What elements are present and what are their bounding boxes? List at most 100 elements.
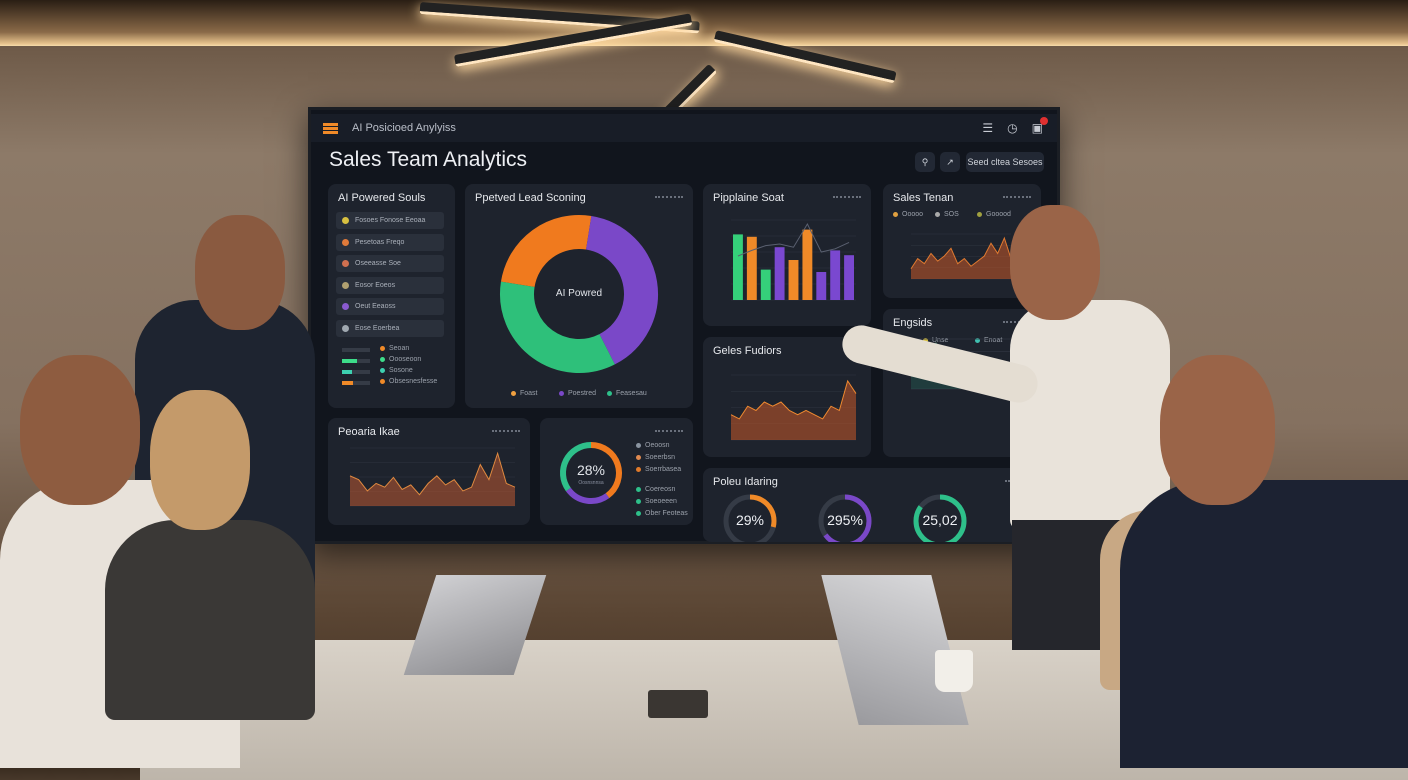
- source-item[interactable]: Pesetoas Freqo: [336, 233, 444, 251]
- seated-man-right-head: [1160, 355, 1275, 505]
- legend-label: Unse: [932, 337, 949, 344]
- donut-slice: [585, 215, 658, 365]
- bar: [844, 255, 854, 300]
- bar: [830, 250, 841, 300]
- sales-radios-card: Geles Fudiors: [703, 337, 871, 457]
- source-item[interactable]: Fosoes Fonose Eeoaa: [336, 212, 444, 229]
- legend-dot: [380, 379, 385, 384]
- donut-slice: [560, 442, 592, 492]
- standing-man-left-head: [195, 215, 285, 330]
- card-title: AI Powered Souls: [338, 192, 426, 204]
- legend-dot: [636, 443, 641, 448]
- peoaria-card: Peoaria Ikae: [328, 418, 530, 525]
- legend-label: Oeoosn: [645, 442, 670, 449]
- gauge-card: Poleu Idaring 29% 295% 25,02 328: [703, 468, 1043, 542]
- menu-icon[interactable]: [323, 122, 338, 134]
- percentage-donut-card: 28% Oosnsnnsa Oeoosn Soeerbsn Soerrbasea Co…: [540, 418, 693, 525]
- legend-item: SOS: [935, 211, 959, 218]
- legend-label: Ooooo: [902, 211, 924, 218]
- area-fill: [911, 238, 1011, 279]
- source-label: Oseeasse Soe: [355, 260, 401, 267]
- bar: [746, 236, 757, 300]
- gauge-ring: [913, 494, 967, 542]
- seated-woman-head: [150, 390, 250, 530]
- legend-item: Ober Feoteas: [636, 510, 688, 517]
- source-item[interactable]: Oeut Eeaoss: [336, 298, 444, 315]
- share-button[interactable]: ↗: [940, 152, 960, 172]
- legend-dot: [607, 391, 612, 396]
- top-bar: AI Posicioed Anylyiss ☰ ◷ ▣: [311, 114, 1057, 142]
- donut-sublabel: Oosnsnnsa: [578, 480, 604, 486]
- legend-item: Obsesnesfesse: [380, 378, 437, 385]
- donut-slice: [565, 487, 610, 504]
- legend-dot: [935, 212, 940, 217]
- legend-dot: [559, 391, 564, 396]
- ceiling: [0, 0, 1408, 46]
- legend-dot: [636, 467, 641, 472]
- gauge-value: 25,02: [922, 512, 958, 528]
- source-label: Oeut Eeaoss: [355, 303, 396, 310]
- source-icon: [342, 217, 349, 224]
- legend-dot: [636, 487, 641, 492]
- legend-label: Ober Feoteas: [645, 510, 688, 517]
- menu-icon[interactable]: ☰: [982, 121, 994, 135]
- bar: [774, 247, 785, 300]
- gauge-value: 295%: [827, 512, 863, 528]
- source-icon: [342, 260, 349, 267]
- legend-dot: [380, 357, 385, 362]
- legend-item: Poestred: [559, 390, 596, 397]
- search-icon: ⚲: [921, 156, 929, 167]
- progress-bar: [342, 381, 370, 385]
- source-label: Pesetoas Freqo: [355, 238, 405, 246]
- wall-display: AI Posicioed Anylyiss ☰ ◷ ▣ Sales Team A…: [308, 107, 1060, 544]
- action-button[interactable]: Seed cltea Sesoes: [966, 152, 1044, 172]
- source-label: Eose Eoerbea: [355, 324, 400, 332]
- legend-dot: [636, 499, 641, 504]
- bar: [760, 269, 771, 300]
- bar: [816, 272, 827, 300]
- legend-label: Oooseoon: [389, 356, 422, 363]
- legend-dot: [380, 368, 385, 373]
- card-title: Sales Tenan: [893, 192, 954, 204]
- series-line: [730, 379, 857, 420]
- source-icon: [342, 238, 349, 246]
- legend-dot: [380, 346, 385, 351]
- legend-label: Gooood: [986, 211, 1011, 218]
- source-item[interactable]: Eose Eoerbea: [336, 319, 444, 337]
- source-item[interactable]: Oseeasse Soe: [336, 255, 444, 272]
- search-button[interactable]: ⚲: [915, 152, 935, 172]
- cable-port: [648, 690, 708, 718]
- legend-item: Gooood: [977, 211, 1011, 218]
- legend-label: Obsesnesfesse: [389, 378, 438, 385]
- legend-label: Soeerbsn: [645, 454, 675, 461]
- app-name: AI Posicioed Anylyiss: [352, 122, 456, 134]
- seated-man-right: [1120, 480, 1408, 768]
- legend-label: SOS: [944, 211, 959, 218]
- share-icon: ↗: [946, 156, 954, 167]
- legend-label: Poestred: [568, 390, 597, 397]
- card-title: Peoaria Ikae: [338, 426, 400, 438]
- seated-man-left-head: [20, 355, 140, 505]
- legend-label: Soerrbasea: [645, 466, 682, 473]
- source-item[interactable]: Eosor Eoeos: [336, 276, 444, 294]
- legend-item: Soerrbasea: [636, 466, 681, 473]
- notification-bell-icon[interactable]: ▣: [1032, 117, 1048, 135]
- card-title: Geles Fudiors: [713, 345, 782, 357]
- source-icon: [342, 281, 349, 289]
- lead-scoring-card: Ppetved Lead Sconing AI Powred Foast Poes…: [465, 184, 693, 408]
- progress-bar: [342, 359, 370, 363]
- lead-donut-chart: [500, 215, 658, 373]
- card-title: Pipplaine Soat: [713, 192, 784, 204]
- source-label: Fosoes Fonose Eeoaa: [355, 217, 426, 224]
- trend-line: [737, 222, 850, 257]
- legend-item: Ooooo: [893, 211, 923, 218]
- legend-label: Seoan: [389, 345, 410, 352]
- donut-center-label: AI Powred: [555, 288, 603, 299]
- legend-item: Enoat: [975, 337, 1002, 344]
- clock-icon[interactable]: ◷: [1007, 121, 1018, 135]
- legend-item: Seoan: [380, 345, 409, 352]
- card-title: Engsids: [893, 317, 933, 329]
- donut-slice: [590, 442, 622, 499]
- gauge-value: 29%: [735, 512, 765, 528]
- legend-item: Feasesau: [607, 390, 647, 397]
